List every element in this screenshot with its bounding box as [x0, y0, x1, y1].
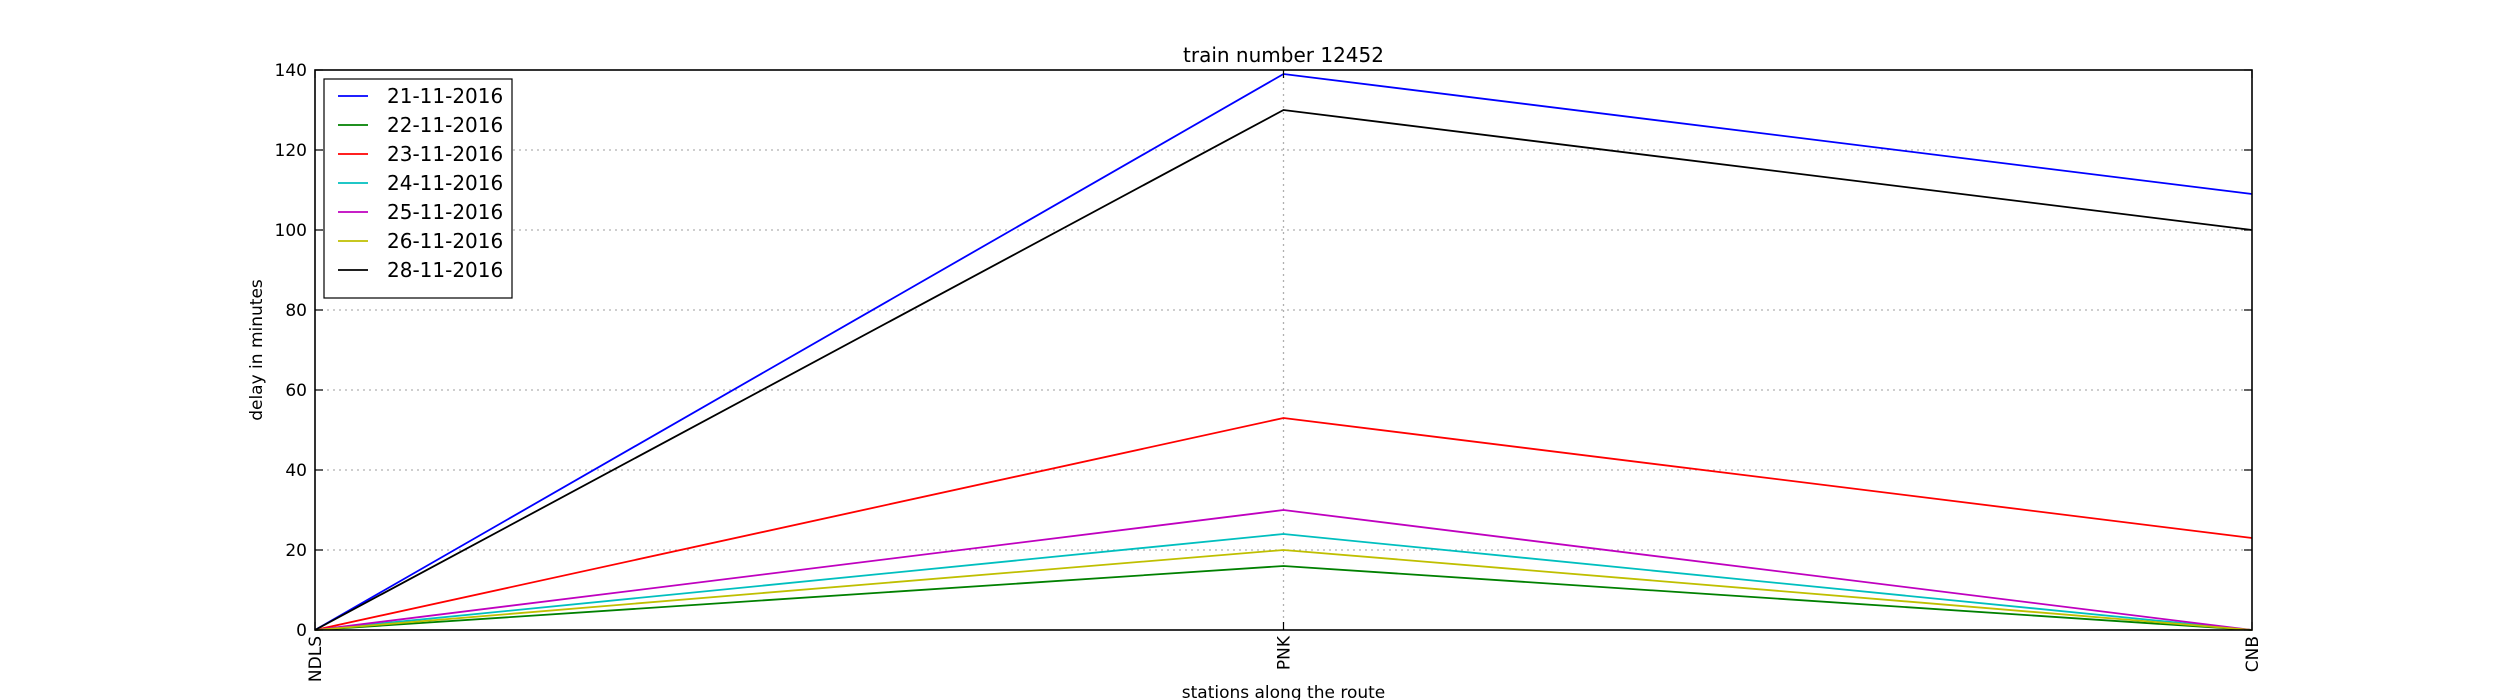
y-tick-label: 0	[296, 621, 307, 641]
y-tick-label: 60	[285, 381, 307, 401]
series-line	[314, 417, 2253, 631]
y-tick-label: 120	[275, 141, 307, 161]
legend-label: 28-11-2016	[387, 258, 503, 282]
y-tick-label: 20	[285, 541, 307, 561]
chart-title: train number 12452	[1183, 43, 1384, 67]
legend-label: 22-11-2016	[387, 113, 503, 137]
legend-label: 26-11-2016	[387, 229, 503, 253]
y-axis-ticks: 0 20 40 60 80 100 120 140	[275, 61, 2252, 641]
x-axis-ticks: NDLS PNK CNB	[306, 70, 2263, 682]
series-line	[314, 509, 2253, 631]
legend-box	[323, 78, 513, 299]
y-axis-label: delay in minutes	[247, 279, 267, 421]
series-line	[314, 565, 2253, 631]
y-tick-label: 80	[285, 301, 307, 321]
series-line	[314, 109, 2253, 631]
y-tick-label: 140	[275, 61, 307, 81]
y-tick-label: 100	[275, 221, 307, 241]
y-tick-label: 40	[285, 461, 307, 481]
x-axis-label: stations along the route	[1182, 683, 1386, 700]
legend-label: 25-11-2016	[387, 200, 503, 224]
legend-label: 21-11-2016	[387, 84, 503, 108]
x-tick-label: CNB	[2243, 636, 2263, 672]
x-tick-label: PNK	[1275, 635, 1295, 670]
legend-label: 23-11-2016	[387, 142, 503, 166]
legend-label: 24-11-2016	[387, 171, 503, 195]
series-line	[314, 549, 2253, 631]
series-line	[314, 533, 2253, 631]
grid-lines	[315, 70, 2252, 630]
x-tick-label: NDLS	[306, 636, 326, 682]
legend: 21-11-2016 22-11-2016 23-11-2016 24-11-2016…	[323, 78, 513, 299]
